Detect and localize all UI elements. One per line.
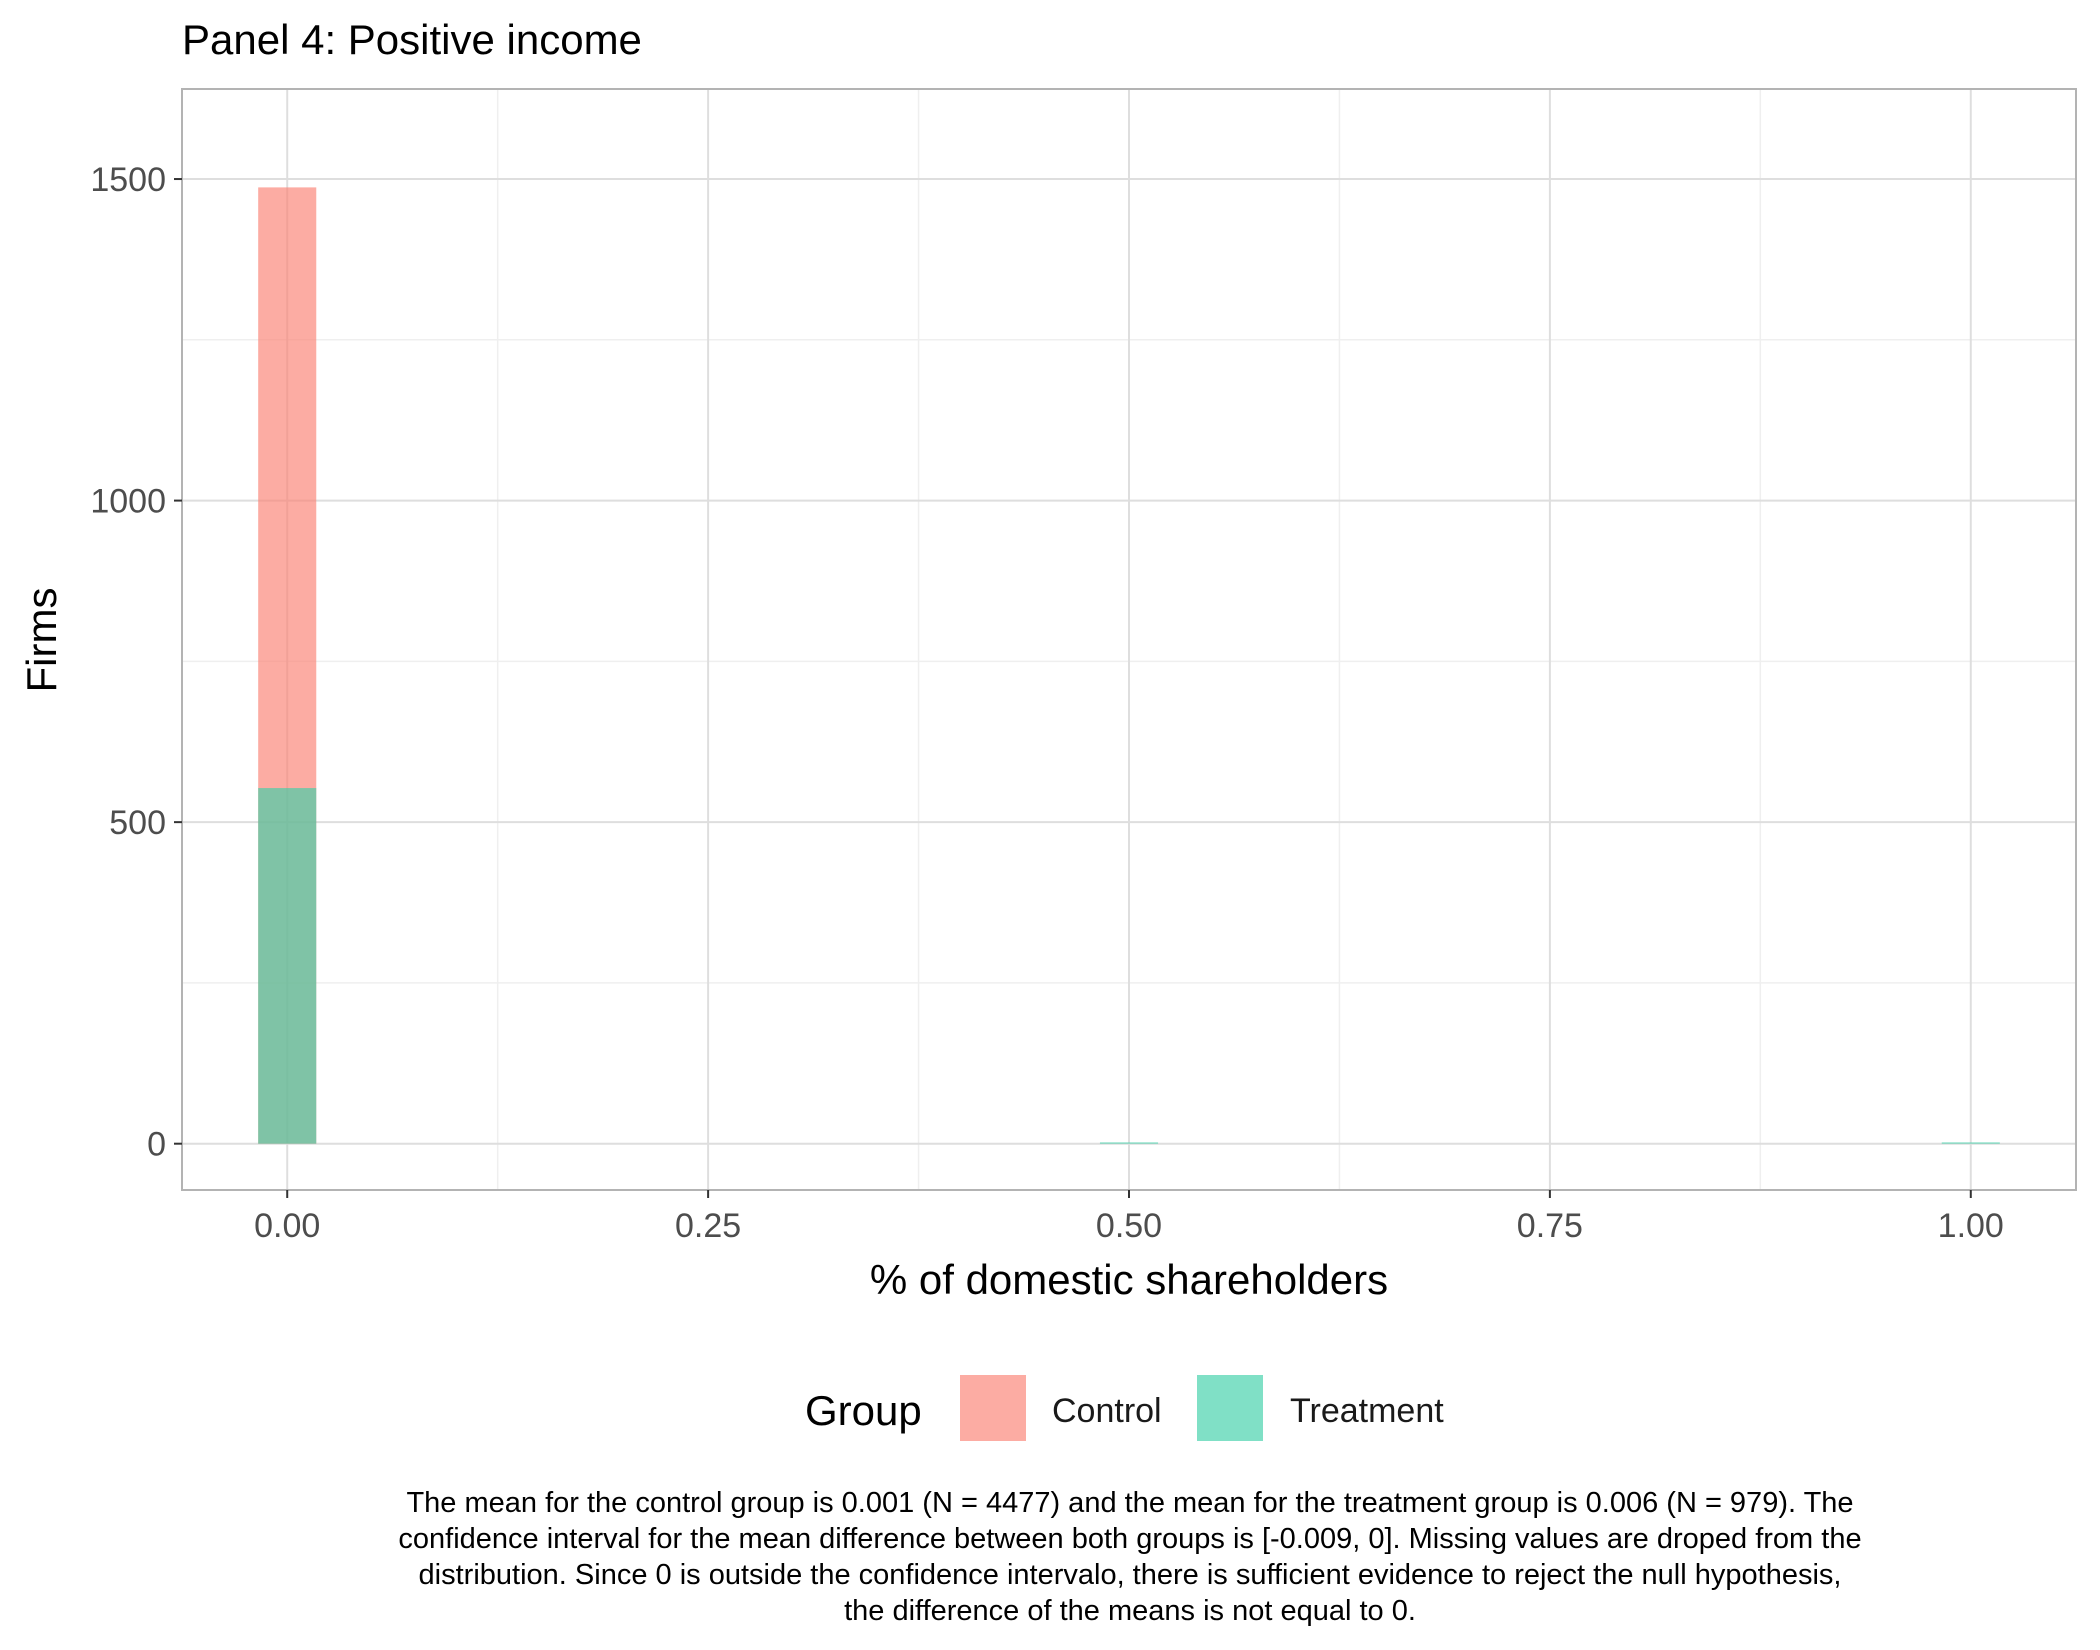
y-tick-label: 1000 [90, 483, 166, 521]
caption-line: distribution. Since 0 is outside the con… [418, 1559, 1842, 1591]
y-tick-label: 1500 [90, 161, 166, 199]
grid [182, 89, 2076, 1190]
caption-line: the difference of the means is not equal… [844, 1595, 1416, 1627]
bar-treatment [1099, 1142, 1159, 1144]
x-tick-label: 0.75 [1517, 1207, 1583, 1245]
y-tick-label: 500 [109, 804, 166, 842]
x-tick-label: 0.50 [1096, 1207, 1162, 1245]
bar-treatment [1941, 1142, 2000, 1144]
legend-label-control: Control [1052, 1392, 1162, 1430]
legend-key-treatment [1197, 1375, 1263, 1441]
x-tick-label: 1.00 [1938, 1207, 2004, 1245]
bars [258, 187, 2000, 1144]
chart-caption: The mean for the control group is 0.001 … [250, 1485, 2010, 1629]
legend-title: Group [805, 1387, 922, 1434]
y-axis-label: Firms [18, 588, 65, 693]
legend-key-control [960, 1375, 1026, 1441]
caption-line: The mean for the control group is 0.001 … [406, 1487, 1854, 1519]
chart-title: Panel 4: Positive income [182, 16, 642, 63]
legend: Group Control Treatment [805, 1375, 1444, 1441]
x-axis-label: % of domestic shareholders [870, 1256, 1388, 1303]
caption-line: confidence interval for the mean differe… [398, 1523, 1862, 1555]
axis-ticks: 0.00 0.25 0.50 0.75 1.00 0 500 1000 1500 [90, 161, 2004, 1245]
x-tick-label: 0.25 [675, 1207, 741, 1245]
legend-label-treatment: Treatment [1290, 1392, 1444, 1430]
y-tick-label: 0 [147, 1126, 166, 1164]
x-tick-label: 0.00 [254, 1207, 320, 1245]
bar-treatment [258, 788, 317, 1144]
